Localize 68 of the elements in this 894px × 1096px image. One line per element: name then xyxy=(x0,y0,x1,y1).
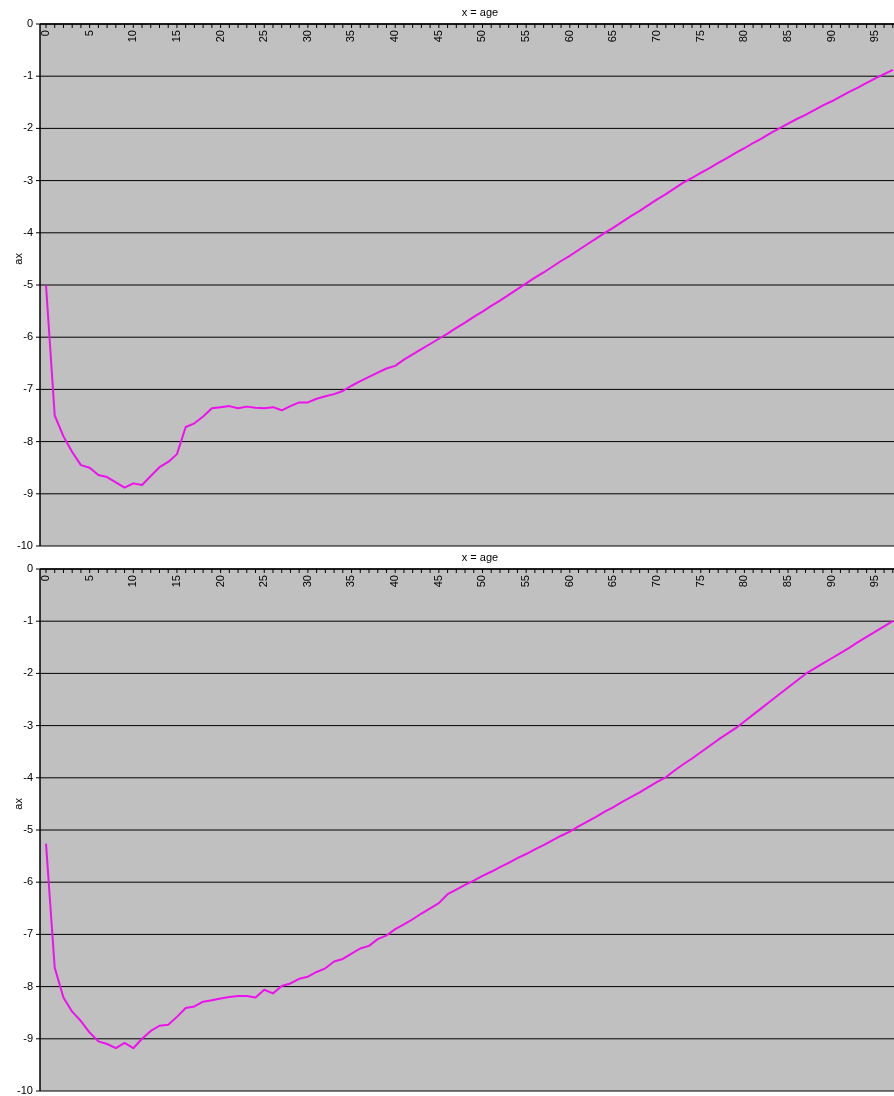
x-tick-label: 80 xyxy=(737,575,750,588)
x-tick-label: 25 xyxy=(257,575,270,588)
y-axis-title: ax xyxy=(12,252,24,265)
x-tick-label: 10 xyxy=(126,575,139,588)
x-tick-label: 60 xyxy=(562,30,575,43)
x-tick-label: 20 xyxy=(213,30,226,43)
x-tick-label: 5 xyxy=(82,575,95,582)
y-tick-label: -7 xyxy=(23,382,33,395)
x-tick-label: 20 xyxy=(213,575,226,588)
y-tick-label: -9 xyxy=(23,486,33,499)
x-tick-label: 70 xyxy=(650,575,663,588)
y-tick-label: 0 xyxy=(26,561,33,574)
x-tick-label: 65 xyxy=(606,30,619,43)
y-tick-label: -8 xyxy=(23,979,33,992)
x-tick-label: 95 xyxy=(868,30,881,43)
x-tick-label: 70 xyxy=(650,30,663,43)
y-tick-label: -8 xyxy=(23,434,33,447)
y-tick-label: -5 xyxy=(23,277,33,290)
x-tick-label: 0 xyxy=(38,30,51,37)
line-series xyxy=(45,620,894,1050)
y-tick-label: -10 xyxy=(17,538,33,551)
x-tick-label: 35 xyxy=(344,575,357,588)
y-tick-label: -10 xyxy=(17,1083,33,1096)
x-tick-label: 30 xyxy=(300,30,313,43)
x-tick-label: 5 xyxy=(82,30,95,37)
y-tick-label: -1 xyxy=(23,69,33,82)
x-tick-label: 55 xyxy=(519,30,532,43)
x-tick-label: 15 xyxy=(169,30,182,43)
y-tick-label: -5 xyxy=(23,822,33,835)
x-tick-label: 55 xyxy=(519,575,532,588)
x-tick-label: 10 xyxy=(126,30,139,43)
x-tick-label: 95 xyxy=(868,575,881,588)
x-tick-label: 65 xyxy=(606,575,619,588)
x-tick-label: 80 xyxy=(737,30,750,43)
x-tick-label: 60 xyxy=(562,575,575,588)
y-tick-label: -1 xyxy=(23,614,33,627)
x-tick-label: 90 xyxy=(824,575,837,588)
x-tick-label: 50 xyxy=(475,30,488,43)
y-tick-label: 0 xyxy=(26,16,33,29)
x-tick-label: 85 xyxy=(780,30,793,43)
y-tick-label: -3 xyxy=(23,173,33,186)
y-axis-title: ax xyxy=(12,797,24,810)
x-axis-title: x = age xyxy=(461,551,499,563)
x-tick-label: 15 xyxy=(169,575,182,588)
x-tick-label: 25 xyxy=(257,30,270,43)
x-tick-label: 50 xyxy=(475,575,488,588)
x-tick-label: 0 xyxy=(38,575,51,582)
y-tick-label: -6 xyxy=(23,330,33,343)
y-tick-label: -2 xyxy=(23,666,33,679)
y-tick-label: -9 xyxy=(23,1031,33,1044)
x-tick-label: 85 xyxy=(780,575,793,588)
y-tick-label: -3 xyxy=(23,718,33,731)
x-tick-label: 45 xyxy=(431,575,444,588)
x-tick-label: 75 xyxy=(693,30,706,43)
y-tick-label: -4 xyxy=(23,225,33,238)
x-tick-label: 40 xyxy=(388,575,401,588)
x-axis-title: x = age xyxy=(461,6,499,18)
y-tick-label: -7 xyxy=(23,927,33,940)
line-series xyxy=(45,68,894,489)
y-tick-label: -4 xyxy=(23,770,33,783)
y-tick-label: -2 xyxy=(23,121,33,134)
x-tick-label: 90 xyxy=(824,30,837,43)
x-tick-label: 45 xyxy=(431,30,444,43)
x-tick-label: 30 xyxy=(300,575,313,588)
x-tick-label: 40 xyxy=(388,30,401,43)
x-tick-label: 35 xyxy=(344,30,357,43)
y-tick-label: -6 xyxy=(23,875,33,888)
x-tick-label: 75 xyxy=(693,575,706,588)
